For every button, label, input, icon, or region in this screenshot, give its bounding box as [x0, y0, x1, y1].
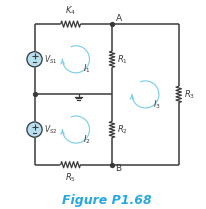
Text: $R_3$: $R_3$	[184, 88, 195, 101]
Circle shape	[27, 122, 42, 137]
Text: $R_2$: $R_2$	[117, 123, 128, 136]
Text: $R_5$: $R_5$	[65, 171, 76, 184]
Text: A: A	[116, 14, 122, 23]
Text: $R_1$: $R_1$	[117, 53, 128, 66]
Text: $I_3$: $I_3$	[153, 98, 161, 111]
Text: Figure P1.68: Figure P1.68	[62, 194, 151, 208]
Text: $V_{S1}$: $V_{S1}$	[44, 53, 58, 66]
Text: B: B	[116, 164, 122, 173]
Text: $V_{S2}$: $V_{S2}$	[44, 123, 58, 136]
Text: $I_2$: $I_2$	[83, 133, 91, 146]
Text: $K_4$: $K_4$	[65, 5, 76, 17]
Text: $I_1$: $I_1$	[83, 63, 91, 75]
Circle shape	[27, 52, 42, 67]
